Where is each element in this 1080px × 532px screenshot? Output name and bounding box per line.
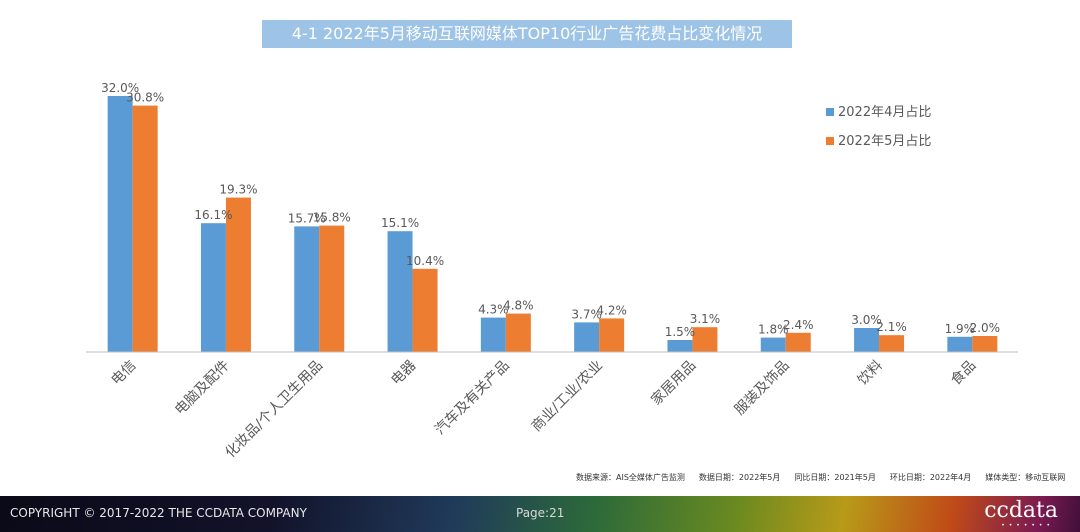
bar-april-0	[107, 96, 133, 352]
value-label: 4.8%	[503, 299, 534, 313]
value-label: 3.0%	[851, 313, 882, 327]
value-label: 1.5%	[665, 325, 696, 339]
category-label: 家居用品	[648, 357, 700, 409]
value-label: 32.0%	[101, 81, 139, 95]
value-label: 4.3%	[478, 303, 509, 317]
logo-dots: •••••••	[1001, 522, 1054, 529]
bar-may-9	[972, 336, 998, 352]
value-label: 2.4%	[783, 318, 814, 332]
legend-label: 2022年5月占比	[838, 134, 931, 149]
bar-april-7	[760, 337, 786, 352]
value-label: 2.1%	[876, 320, 907, 334]
value-label: 10.4%	[406, 254, 444, 268]
bar-may-7	[785, 332, 811, 352]
copyright-text: COPYRIGHT © 2017-2022 THE CCDATA COMPANY	[10, 506, 307, 520]
bar-may-6	[692, 327, 718, 352]
page-number: Page:21	[516, 506, 565, 520]
value-label: 15.7%	[288, 211, 326, 225]
ccdata-logo: ccdata	[984, 498, 1058, 523]
category-label: 服装及饰品	[732, 358, 793, 419]
value-label: 4.2%	[596, 303, 627, 317]
value-label: 15.8%	[313, 211, 351, 225]
media-type-text: 媒体类型：移动互联网	[985, 473, 1066, 482]
value-label: 19.3%	[219, 183, 257, 197]
source-text: 数据来源：AIS全媒体广告监测	[576, 473, 685, 482]
value-label: 3.7%	[571, 307, 602, 321]
bar-april-1	[200, 223, 226, 352]
value-label: 30.8%	[126, 91, 164, 105]
value-label: 1.9%	[945, 322, 976, 336]
legend-swatch	[826, 137, 834, 145]
bar-chart: 32.0%30.8% 16.1% 19.3% 15.7%15.8% 15.1% 10.4%…	[86, 81, 1018, 461]
bars-layer	[107, 96, 998, 352]
value-label: 15.1%	[381, 216, 419, 230]
bar-may-0	[132, 105, 158, 352]
category-label: 食品	[947, 357, 979, 389]
category-label: 电脑及配件	[172, 358, 233, 419]
bar-may-5	[599, 318, 625, 352]
bar-april-6	[667, 340, 693, 352]
value-labels-layer: 32.0%30.8% 16.1% 19.3% 15.7%15.8% 15.1% 10.4%…	[101, 81, 1000, 339]
value-label: 1.8%	[758, 323, 789, 337]
category-label: 电信	[108, 358, 139, 389]
legend-label: 2022年4月占比	[838, 105, 931, 120]
legend-swatch	[826, 108, 834, 116]
bar-may-1	[225, 197, 251, 352]
bar-may-8	[879, 335, 905, 352]
data-date-text: 数据日期：2022年5月	[698, 473, 781, 482]
category-label: 饮料	[855, 358, 886, 389]
bar-april-9	[947, 336, 973, 352]
bar-april-8	[854, 328, 880, 352]
yoy-date-text: 同比日期：2021年5月	[794, 473, 876, 482]
value-label: 16.1%	[194, 208, 232, 222]
category-label: 化妆品/个人卫生用品	[222, 358, 326, 462]
bar-april-5	[574, 322, 600, 352]
bar-may-4	[505, 313, 531, 352]
category-label: 商业/工业/农业	[529, 358, 606, 435]
bar-april-2	[294, 226, 320, 352]
value-label: 2.0%	[970, 321, 1001, 335]
source-note: 数据来源：AIS全媒体广告监测 数据日期：2022年5月 同比日期：2021年5…	[576, 472, 1072, 483]
category-label: 电器	[388, 358, 419, 389]
chart-title: 4-1 2022年5月移动互联网媒体TOP10行业广告花费占比变化情况	[262, 20, 792, 48]
category-label: 汽车及有关产品	[431, 357, 512, 438]
mom-date-text: 环比日期：2022年4月	[889, 473, 972, 482]
legend: 2022年4月占比 2022年5月占比	[826, 105, 931, 149]
bar-may-2	[319, 225, 345, 352]
bar-april-4	[480, 317, 506, 352]
bar-april-3	[387, 231, 413, 352]
value-label: 3.1%	[690, 312, 721, 326]
bar-may-3	[412, 268, 438, 352]
footer-banner: COPYRIGHT © 2017-2022 THE CCDATA COMPANY…	[0, 496, 1080, 532]
